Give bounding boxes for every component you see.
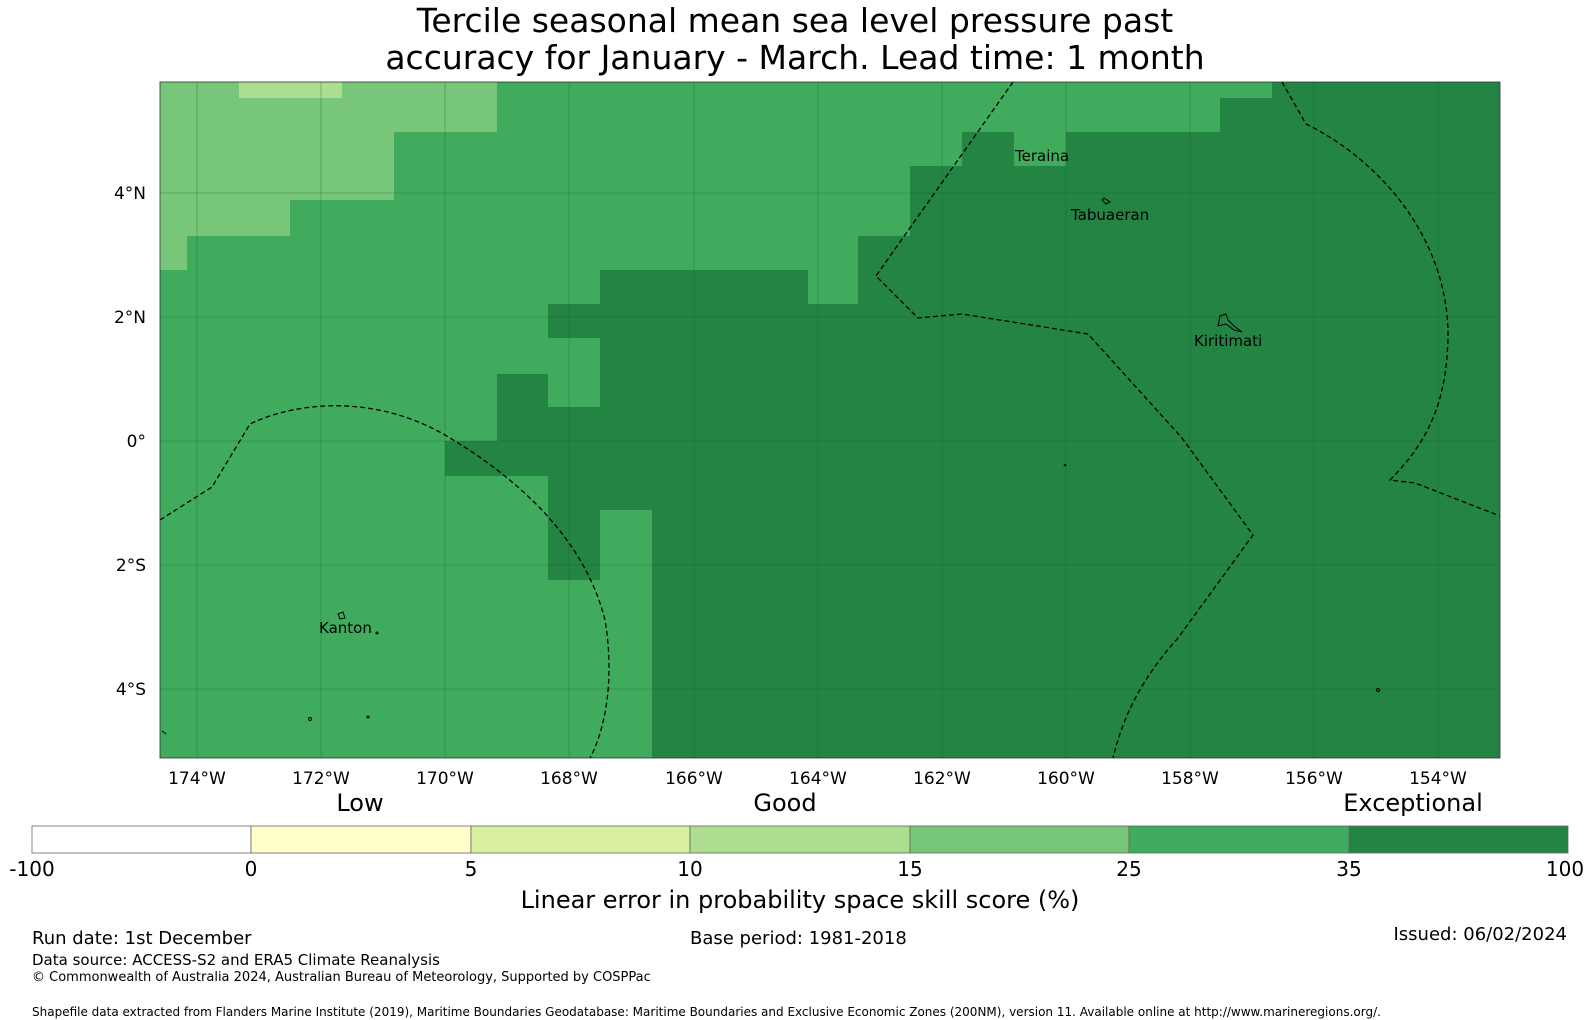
lat-label: 4°S xyxy=(116,680,146,700)
lon-label: 160°W xyxy=(1037,769,1095,789)
category-good: Good xyxy=(753,789,816,817)
island-small-2 xyxy=(308,717,312,721)
place-label-tabuaeran: Tabuaeran xyxy=(1070,206,1149,224)
colorbar-segment xyxy=(1348,825,1569,854)
place-label-teraina: Teraina xyxy=(1014,147,1069,165)
lon-label: 156°W xyxy=(1285,769,1343,789)
colorbar-segment xyxy=(1128,825,1350,854)
skill-field-15-25 xyxy=(160,82,497,270)
lon-label: 164°W xyxy=(789,769,847,789)
colorbar-tick: 25 xyxy=(1116,857,1141,881)
map-frame xyxy=(159,81,1501,759)
lon-label: 154°W xyxy=(1409,769,1467,789)
colorbar-segment xyxy=(250,825,472,854)
lon-label: 168°W xyxy=(540,769,598,789)
lat-label: 0° xyxy=(127,432,146,452)
colorbar-segment xyxy=(689,825,911,854)
lat-label: 2°N xyxy=(114,308,146,328)
lat-label: 4°N xyxy=(114,184,146,204)
colorbar-tick: 0 xyxy=(245,857,258,881)
footer: Run date: 1st December Base period: 1981… xyxy=(32,924,1567,1019)
issued-date: Issued: 06/02/2024 xyxy=(1393,924,1567,945)
lon-label: 170°W xyxy=(416,769,474,789)
longitude-labels: 174°W 172°W 170°W 168°W 166°W 164°W 162°… xyxy=(168,769,1467,789)
lon-label: 166°W xyxy=(665,769,723,789)
island-kiritimati xyxy=(1217,313,1243,333)
category-low: Low xyxy=(336,789,383,817)
place-label-kanton: Kanton xyxy=(319,619,372,637)
colorbar-segment xyxy=(31,825,252,854)
colorbar-tick: 5 xyxy=(465,857,478,881)
skill-field-25-35-patch xyxy=(1066,82,1272,132)
island-small-4 xyxy=(1376,688,1380,692)
graticule xyxy=(160,82,1500,758)
colorbar-tick: 15 xyxy=(897,857,922,881)
map-panel: Teraina Tabuaeran Kiritimati Kanton xyxy=(159,81,1501,759)
colorbar-segment xyxy=(909,825,1130,854)
skill-field-10-15 xyxy=(239,82,342,98)
lon-label: 162°W xyxy=(913,769,971,789)
islands xyxy=(161,197,1380,735)
title-line-1: Tercile seasonal mean sea level pressure… xyxy=(416,1,1174,40)
place-label-kiritimati: Kiritimati xyxy=(1194,332,1262,350)
copyright: © Commonwealth of Australia 2024, Austra… xyxy=(32,970,651,985)
category-exceptional: Exceptional xyxy=(1343,789,1483,817)
island-small-6 xyxy=(161,730,167,735)
colorbar-ticks: -100 0 5 10 15 25 35 100 xyxy=(9,857,1584,881)
colorbar-tick: 100 xyxy=(1546,857,1584,881)
run-date: Run date: 1st December xyxy=(32,928,252,949)
eez-boundary-kanton xyxy=(159,405,610,759)
shapefile-credit: Shapefile data extracted from Flanders M… xyxy=(32,1005,1381,1019)
latitude-labels: 4°N 2°N 0° 2°S 4°S xyxy=(114,184,146,700)
base-period: Base period: 1981-2018 xyxy=(690,928,907,949)
lon-label: 172°W xyxy=(292,769,350,789)
island-small-5 xyxy=(1063,463,1067,467)
skill-field-25-35-sw xyxy=(497,510,548,545)
island-small-1 xyxy=(375,631,379,635)
data-source: Data source: ACCESS-S2 and ERA5 Climate … xyxy=(32,951,440,969)
island-tabuaeran xyxy=(1101,197,1111,205)
colorbar-categories: Low Good Exceptional xyxy=(336,789,1482,817)
title-line-2: accuracy for January - March. Lead time:… xyxy=(385,38,1205,77)
lon-label: 174°W xyxy=(168,769,226,789)
eez-boundary-east xyxy=(1281,81,1501,517)
lat-label: 2°S xyxy=(116,556,146,576)
colorbar-segment xyxy=(470,825,691,854)
eez-boundary-central xyxy=(875,81,1254,759)
colorbar: Low Good Exceptional -100 0 5 10 15 25 3… xyxy=(9,789,1584,914)
colorbar-tick: 10 xyxy=(677,857,702,881)
lon-label: 158°W xyxy=(1161,769,1219,789)
colorbar-label: Linear error in probability space skill … xyxy=(521,886,1080,914)
map-title: Tercile seasonal mean sea level pressure… xyxy=(0,2,1590,76)
colorbar-tick: -100 xyxy=(9,857,54,881)
eez-boundaries xyxy=(159,81,1501,759)
island-small-3 xyxy=(366,715,370,719)
island-kanton xyxy=(337,611,346,620)
skill-field-35-100 xyxy=(445,82,1500,758)
colorbar-tick: 35 xyxy=(1336,857,1361,881)
colorbar-segments xyxy=(31,825,1569,854)
